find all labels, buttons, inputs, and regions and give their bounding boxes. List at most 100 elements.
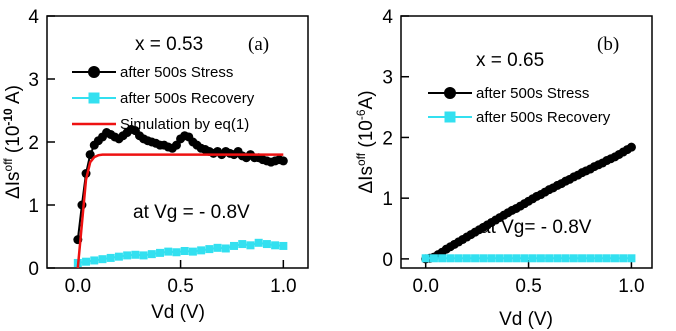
panel-a-series-0-point [85,150,95,160]
panel-b-x-axis-label: Vd (V) [499,309,553,330]
panel-b-series-1-point [495,254,504,263]
panel-b-ticks: 0.0 0.5 1.0 0 1 2 3 4 [382,7,644,297]
panel-a-legend-label-2: Simulation by eq(1) [120,116,249,133]
panel-b-y-tick-label: 2 [382,128,393,149]
panel-a-condition: at Vg = - 0.8V [133,202,250,223]
panel-a-x-tick-label: 0.5 [167,276,193,297]
panel-b-series-1-point [586,254,595,263]
panel-b-series-1-point [553,254,562,263]
panel-b-series-1-point [429,254,438,263]
panel-b-y-label-sup: off [354,152,368,166]
panel-b-series-1-point [627,254,636,263]
panel-a-y-label-unit-close: A) [3,85,24,108]
panel-b-series-1-point [479,254,488,263]
panel-b-y-label-prefix: ΔIs [356,166,377,193]
panel-b-series-1-point [528,254,537,263]
panel-b-series-1-point [545,254,554,263]
panel-a-series-2-line [76,153,284,269]
panel-a-y-tick-label: 3 [28,70,39,91]
panel-b-series-1-point [619,254,628,263]
panel-a-legend: after 500s Stress after 500s Recovery Simu… [72,64,255,133]
panel-b-series-1-point [512,254,521,263]
panel-b-y-tick-label: 4 [382,7,393,28]
panel-a-y-tick-label: 0 [28,259,39,280]
panel-b-series-1-point [610,254,619,263]
panel-a-x-axis-label: Vd (V) [151,302,205,323]
panel-b-series-1-point [561,254,570,263]
panel-a-series-1-point [164,247,173,256]
panel-a-series-1-point [147,250,156,259]
panel-b-y-tick-label: 1 [382,189,393,210]
panel-a-legend-marker-0 [88,66,100,78]
panel-b-series-1-point [462,254,471,263]
panel-b-series-1-point [438,254,447,263]
panel-b-series-1-point [471,254,480,263]
panel-a-series-1-point [90,256,99,265]
panel-a-series-1-point [197,246,206,255]
panel-a-series [73,124,288,269]
panel-a-series-1-point [221,244,230,253]
panel-a-series-1-point [230,241,239,250]
panel-a-series-1-point [246,241,255,250]
panel-b-x-tick-label: 0.0 [412,276,438,297]
panel-b-y-label-unit-open: (10 [356,120,377,153]
panel-b-legend-label-0: after 500s Stress [476,85,589,102]
panel-b-legend: after 500s Stress after 500s Recovery [428,85,611,126]
panel-a-series-1-point [279,241,288,250]
panel-a-series-1-point [271,241,280,250]
panel-b-legend-marker-1 [444,111,456,123]
panel-a-series-1-point [98,255,107,264]
panel-b-series-1-point [602,254,611,263]
panel-a-annotation: x = 0.53 [135,34,203,55]
panel-a-series-1-point [172,248,181,257]
panel-a-series-1-point [238,240,247,249]
panel-b-label: (b) [597,34,619,55]
panel-a-series-1-point [106,253,115,262]
panel-a-y-axis-label: ΔIsoff (10-10 A) [1,85,24,199]
panel-b-x-tick-label: 0.5 [515,276,541,297]
panel-b-annotation: x = 0.65 [476,50,544,71]
panel-b-series [421,142,636,264]
panel-b-legend-marker-0 [444,87,456,99]
panel-a-series-1-point [123,251,132,260]
panel-b: 0.0 0.5 1.0 0 1 2 3 4 x = 0.65 (b) at Vg= - 0.8… [354,7,653,330]
panel-b-series-1-point [421,254,430,263]
panel-b-y-tick-label: 0 [382,250,393,271]
panel-b-series-1-point [569,254,578,263]
panel-a-series-1-point [131,250,140,259]
panel-a-series-1-point [262,240,271,249]
panel-a-y-tick-label: 1 [28,196,39,217]
panel-b-series-1-point [520,254,529,263]
panel-b-y-label-exp: -6 [354,109,368,120]
panel-a-series-1-point [156,248,165,257]
panel-a-series-0-point [278,156,288,166]
panel-b-y-axis-label: ΔIsoff (10-6A) [354,90,377,193]
panel-a-series-1-point [205,245,214,254]
panel-b-series-1-point [446,254,455,263]
panel-b-series-1-point [536,254,545,263]
panel-b-series-1-point [487,254,496,263]
panel-b-series-0-point [626,142,636,152]
panel-a-label: (a) [248,34,269,55]
panel-a-ticks: 0.0 0.5 1.0 0 1 2 3 4 [28,7,296,297]
panel-b-legend-label-1: after 500s Recovery [476,109,611,126]
panel-a-legend-label-1: after 500s Recovery [120,90,255,107]
panel-b-x-tick-label: 1.0 [618,276,644,297]
panel-a: 0.0 0.5 1.0 0 1 2 3 4 x = 0.53 (a) at Vg = - 0.… [1,7,309,323]
panel-b-series-1-point [578,254,587,263]
panel-a-series-1-point [213,243,222,252]
panel-a-y-tick-label: 2 [28,133,39,154]
panel-a-series-1-point [114,252,123,261]
panel-a-y-label-exp: -10 [1,108,15,126]
panel-b-y-label-unit-close: A) [356,90,377,109]
panel-a-x-tick-label: 1.0 [270,276,296,297]
panel-a-legend-marker-1 [88,92,100,104]
panel-a-y-label-sup: off [1,158,15,172]
panel-a-series-1-point [180,246,189,255]
panel-a-x-tick-label: 0.0 [65,276,91,297]
panel-a-series-1-point [82,257,91,266]
panel-a-y-label-prefix: ΔIs [3,171,24,198]
panel-a-y-label-unit-open: (10 [3,126,24,159]
panel-a-y-tick-label: 4 [28,7,39,28]
